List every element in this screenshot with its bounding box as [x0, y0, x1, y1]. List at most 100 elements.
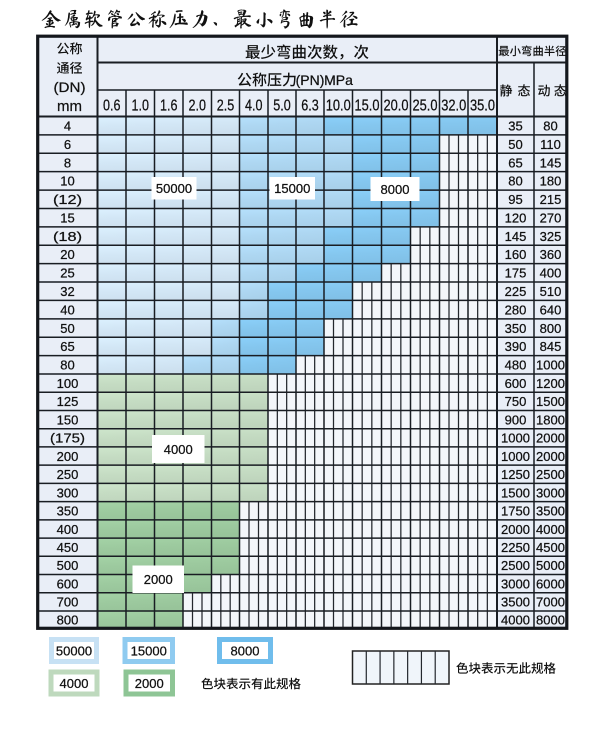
svg-text:1000: 1000 — [536, 358, 565, 373]
svg-text:4000: 4000 — [60, 676, 89, 691]
svg-text:900: 900 — [505, 412, 527, 427]
svg-text:25.0: 25.0 — [413, 98, 438, 115]
svg-text:15000: 15000 — [274, 181, 310, 196]
svg-text:35.0: 35.0 — [470, 98, 495, 115]
svg-text:6: 6 — [64, 137, 71, 152]
svg-text:8000: 8000 — [381, 182, 410, 197]
svg-text:145: 145 — [540, 155, 562, 170]
svg-text:4500: 4500 — [536, 540, 565, 555]
svg-text:8000: 8000 — [536, 613, 565, 628]
svg-text:1200: 1200 — [536, 376, 565, 391]
svg-text:5.0: 5.0 — [273, 98, 291, 115]
svg-text:65: 65 — [60, 339, 74, 354]
svg-text:125: 125 — [57, 394, 79, 409]
svg-text:3000: 3000 — [501, 576, 530, 591]
svg-text:390: 390 — [505, 339, 527, 354]
svg-text:110: 110 — [540, 137, 561, 152]
svg-text:350: 350 — [57, 504, 79, 519]
svg-text:50000: 50000 — [56, 643, 92, 658]
svg-text:1000: 1000 — [501, 449, 530, 464]
svg-text:3000: 3000 — [536, 485, 565, 500]
svg-text:0.6: 0.6 — [103, 98, 121, 115]
svg-text:mm: mm — [57, 98, 82, 115]
svg-text:845: 845 — [540, 339, 562, 354]
svg-text:8: 8 — [64, 155, 71, 170]
svg-text:20: 20 — [60, 247, 74, 262]
svg-text:1500: 1500 — [536, 394, 565, 409]
svg-text:32.0: 32.0 — [441, 98, 466, 115]
svg-text:6.3: 6.3 — [301, 98, 319, 115]
svg-text:4000: 4000 — [536, 522, 565, 537]
svg-text:4000: 4000 — [164, 442, 193, 457]
svg-text:10.0: 10.0 — [326, 98, 351, 115]
svg-text:8000: 8000 — [231, 643, 260, 658]
svg-text:4.0: 4.0 — [245, 98, 263, 115]
svg-text:2000: 2000 — [536, 431, 565, 446]
svg-text:80: 80 — [508, 174, 522, 189]
svg-text:2500: 2500 — [536, 467, 565, 482]
svg-text:2250: 2250 — [501, 540, 530, 555]
svg-text:700: 700 — [57, 595, 79, 610]
svg-text:5000: 5000 — [536, 558, 565, 573]
svg-text:1.6: 1.6 — [160, 98, 178, 115]
svg-text:350: 350 — [505, 321, 527, 336]
svg-text:(12): (12) — [53, 192, 82, 207]
svg-text:1.0: 1.0 — [132, 98, 150, 115]
svg-text:150: 150 — [57, 412, 79, 427]
svg-text:(18): (18) — [53, 229, 82, 244]
svg-text:(DN): (DN) — [54, 79, 86, 95]
svg-text:2000: 2000 — [144, 572, 173, 587]
svg-text:(175): (175) — [50, 431, 85, 446]
svg-text:20.0: 20.0 — [384, 98, 409, 115]
svg-text:360: 360 — [540, 247, 562, 262]
svg-text:2500: 2500 — [501, 558, 530, 573]
svg-text:145: 145 — [505, 229, 527, 244]
svg-text:400: 400 — [540, 266, 562, 281]
svg-text:2000: 2000 — [501, 522, 530, 537]
svg-text:10: 10 — [60, 174, 74, 189]
svg-text:160: 160 — [505, 247, 527, 262]
svg-text:15.0: 15.0 — [355, 98, 380, 115]
svg-text:400: 400 — [57, 522, 79, 537]
svg-text:80: 80 — [60, 358, 74, 373]
svg-text:1500: 1500 — [501, 485, 530, 500]
svg-text:180: 180 — [540, 174, 562, 189]
svg-text:2.5: 2.5 — [217, 98, 235, 115]
svg-text:250: 250 — [57, 467, 79, 482]
svg-text:225: 225 — [505, 284, 527, 299]
svg-text:1000: 1000 — [501, 431, 530, 446]
svg-text:120: 120 — [505, 210, 527, 225]
svg-text:450: 450 — [57, 540, 79, 555]
svg-text:800: 800 — [540, 321, 562, 336]
svg-text:7000: 7000 — [536, 595, 565, 610]
svg-text:600: 600 — [57, 576, 79, 591]
svg-text:300: 300 — [57, 485, 79, 500]
svg-text:500: 500 — [57, 558, 79, 573]
svg-text:325: 325 — [540, 229, 562, 244]
svg-text:800: 800 — [57, 613, 79, 628]
svg-text:640: 640 — [540, 302, 562, 317]
svg-text:(PN): (PN) — [296, 72, 325, 88]
svg-text:175: 175 — [505, 266, 527, 281]
svg-text:2000: 2000 — [536, 449, 565, 464]
svg-text:600: 600 — [505, 376, 527, 391]
svg-text:15000: 15000 — [131, 643, 167, 658]
svg-text:65: 65 — [508, 155, 522, 170]
svg-text:1750: 1750 — [501, 504, 530, 519]
svg-text:510: 510 — [540, 284, 562, 299]
svg-text:50: 50 — [508, 137, 522, 152]
svg-text:480: 480 — [505, 358, 527, 373]
svg-text:215: 215 — [540, 192, 562, 207]
svg-text:3500: 3500 — [501, 595, 530, 610]
svg-text:40: 40 — [60, 302, 74, 317]
svg-text:200: 200 — [57, 449, 79, 464]
svg-text:750: 750 — [505, 394, 527, 409]
svg-text:4: 4 — [64, 118, 71, 133]
svg-text:2000: 2000 — [135, 676, 164, 691]
svg-text:25: 25 — [60, 266, 74, 281]
svg-text:1250: 1250 — [501, 467, 530, 482]
svg-text:35: 35 — [508, 118, 522, 133]
svg-text:100: 100 — [57, 376, 79, 391]
svg-text:50000: 50000 — [156, 181, 192, 196]
svg-text:50: 50 — [60, 321, 74, 336]
